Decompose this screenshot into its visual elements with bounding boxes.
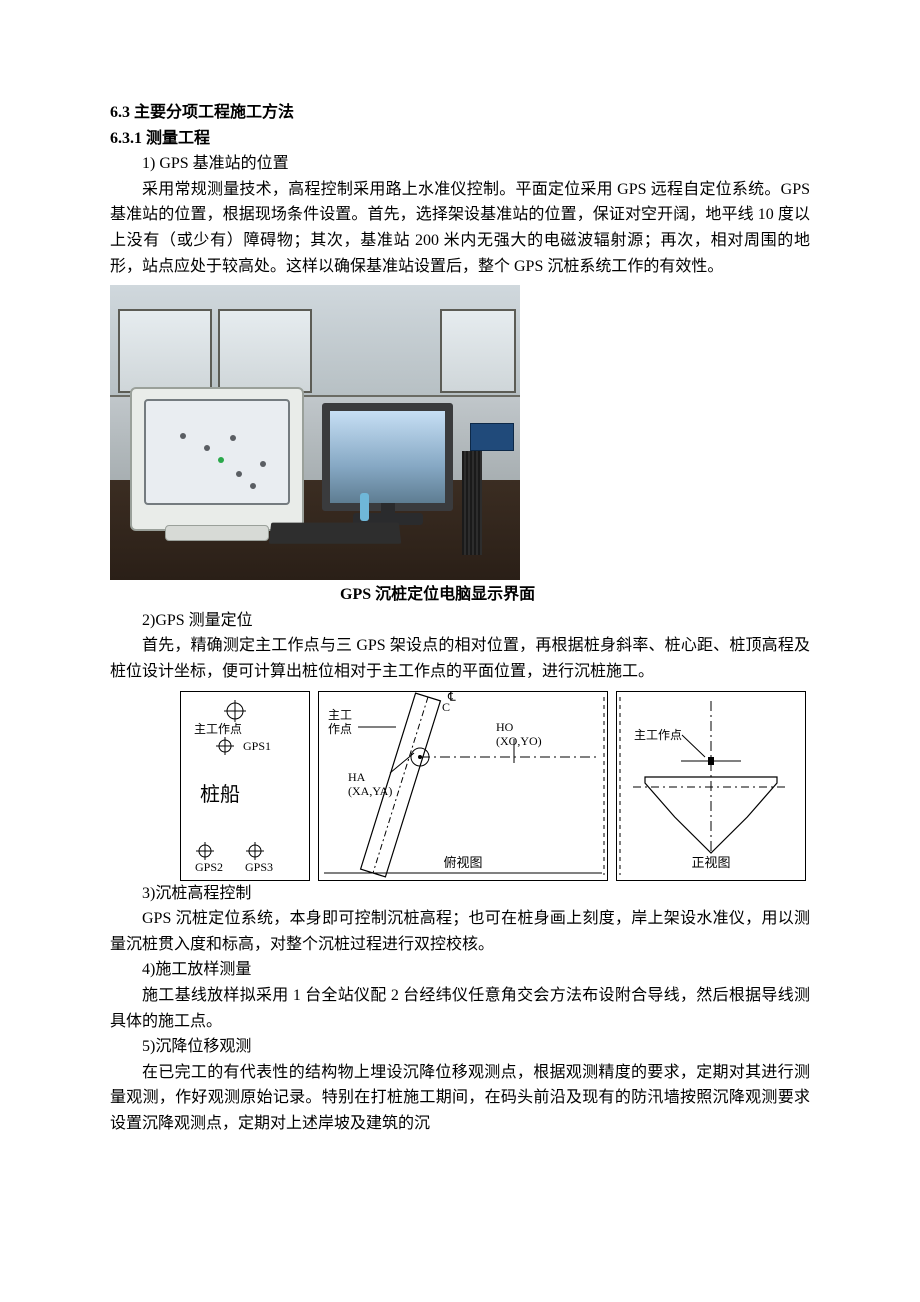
document-page: 6.3 主要分项工程施工方法 6.3.1 测量工程 1) GPS 基准站的位置 …	[0, 0, 920, 1186]
water-bottle	[360, 493, 369, 521]
section-5-title: 5)沉降位移观测	[110, 1034, 810, 1060]
crt-base	[165, 525, 269, 541]
diagram-row: 主工作点GPS1桩船GPS2GPS3 C℄主工作点HA(XA,YA)HO(XO,…	[180, 691, 810, 881]
svg-text:GPS3: GPS3	[245, 860, 273, 874]
svg-text:俯视图: 俯视图	[443, 855, 482, 870]
keyboard	[269, 523, 401, 544]
diagram-front-view: 主工作点正视图	[616, 691, 806, 881]
figure-caption: GPS 沉桩定位电脑显示界面	[110, 582, 810, 608]
section-2-para: 首先，精确测定主工作点与三 GPS 架设点的相对位置，再根据桩身斜率、桩心距、桩…	[110, 633, 810, 684]
heading-6-3-1: 6.3.1 测量工程	[110, 126, 810, 152]
crt-monitor	[130, 387, 304, 531]
svg-text:HO: HO	[496, 720, 514, 734]
cable-bundle	[462, 451, 482, 555]
svg-text:(XA,YA): (XA,YA)	[348, 784, 392, 798]
svg-text:主工作点: 主工作点	[194, 722, 242, 736]
svg-text:(XO,YO): (XO,YO)	[496, 734, 542, 748]
heading-6-3: 6.3 主要分项工程施工方法	[110, 100, 810, 126]
diagram-pile-ship-plan: 主工作点GPS1 桩船 GPS2 GPS3	[180, 691, 310, 881]
svg-text:桩船: 桩船	[200, 783, 240, 806]
section-1-para: 采用常规测量技术，高程控制采用路上水准仪控制。平面定位采用 GPS 远程自定位系…	[110, 177, 810, 279]
svg-text:GPS1: GPS1	[243, 739, 271, 753]
svg-text:HA: HA	[348, 770, 366, 784]
section-1-title: 1) GPS 基准站的位置	[110, 151, 810, 177]
section-4-title: 4)施工放样测量	[110, 957, 810, 983]
diagram-top-view: C℄主工作点HA(XA,YA)HO(XO,YO)俯视图	[318, 691, 608, 881]
section-2-title: 2)GPS 测量定位	[110, 608, 810, 634]
svg-text:℄: ℄	[447, 691, 456, 704]
window-glass-panel	[118, 309, 212, 393]
section-3-title: 3)沉桩高程控制	[110, 881, 810, 907]
section-3-para: GPS 沉桩定位系统，本身即可控制沉桩高程；也可在桩身画上刻度，岸上架设水准仪，…	[110, 906, 810, 957]
svg-text:主工: 主工	[328, 708, 352, 722]
window-glass-panel	[440, 309, 516, 393]
section-5-para: 在已完工的有代表性的结构物上埋设沉降位移观测点，根据观测精度的要求，定期对其进行…	[110, 1060, 810, 1137]
svg-text:GPS2: GPS2	[195, 860, 223, 874]
figure-photo	[110, 285, 520, 580]
lcd-screen	[330, 411, 445, 503]
svg-text:主工作点: 主工作点	[634, 728, 682, 742]
svg-text:作点: 作点	[328, 722, 352, 736]
blue-equipment-box	[470, 423, 514, 451]
section-4-para: 施工基线放样拟采用 1 台全站仪配 2 台经纬仪任意角交会方法布设附合导线，然后…	[110, 983, 810, 1034]
lcd-monitor	[322, 403, 453, 511]
svg-text:正视图: 正视图	[691, 855, 730, 870]
window-glass-panel	[218, 309, 312, 393]
crt-screen	[144, 399, 290, 505]
